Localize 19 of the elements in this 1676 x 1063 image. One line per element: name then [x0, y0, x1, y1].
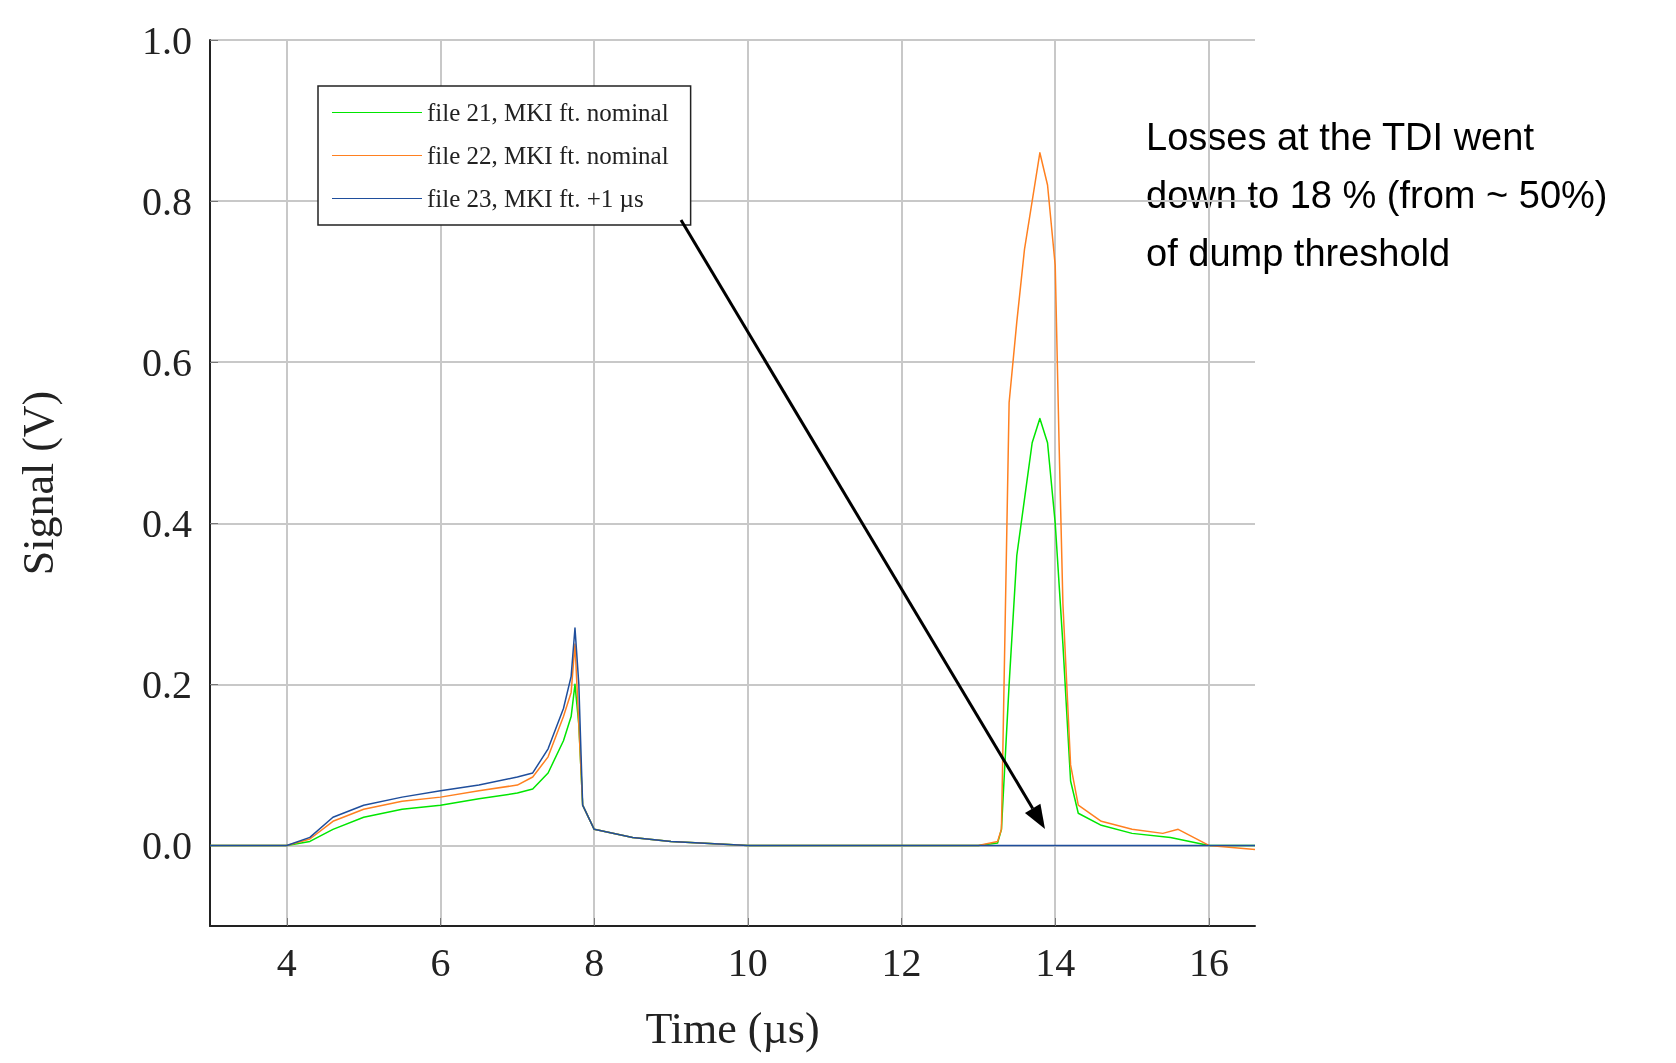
legend-label: file 21, MKI ft. nominal	[427, 99, 669, 126]
y-tick-label: 0.8	[142, 178, 192, 224]
y-tick-label: 0.2	[142, 661, 192, 707]
x-tick-label: 4	[276, 939, 297, 985]
x-tick-label: 8	[584, 939, 605, 985]
x-tick-label: 10	[727, 939, 768, 985]
y-tick-label: 0.0	[142, 822, 192, 868]
x-tick-label: 14	[1035, 939, 1076, 985]
x-tick-label: 16	[1188, 939, 1229, 985]
y-tick-label: 1.0	[142, 17, 192, 63]
y-tick-label: 0.6	[142, 339, 192, 385]
line-series	[209, 627, 1256, 847]
y-tick-label: 0.4	[142, 500, 192, 546]
x-tick-label: 6	[430, 939, 451, 985]
legend-label: file 23, MKI ft. +1 µs	[427, 185, 644, 212]
legend-label: file 22, MKI ft. nominal	[427, 142, 669, 169]
x-tick-label: 12	[881, 939, 922, 985]
x-axis-title: Time (µs)	[645, 1003, 820, 1053]
y-axis-title: Signal (V)	[13, 390, 63, 576]
